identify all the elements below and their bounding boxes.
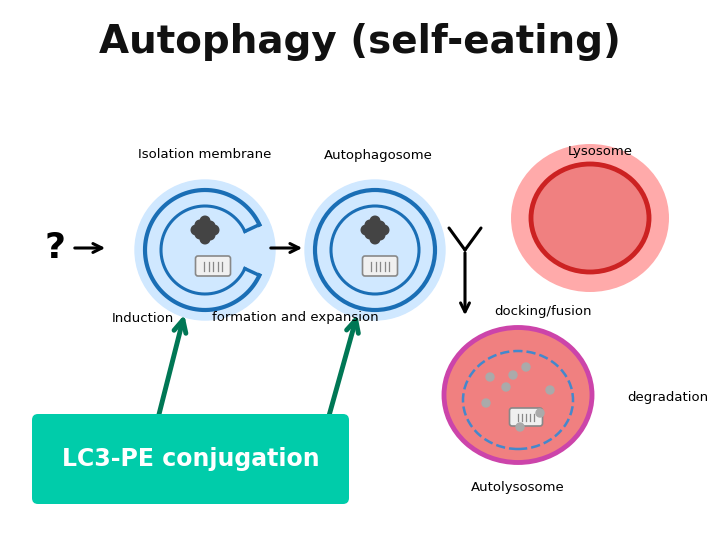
Circle shape [370,216,380,226]
Circle shape [305,180,445,320]
Text: Induction: Induction [112,312,174,325]
Circle shape [502,383,510,391]
Circle shape [210,225,219,235]
Circle shape [195,220,204,230]
Circle shape [200,216,210,226]
Circle shape [375,221,384,231]
FancyBboxPatch shape [510,408,542,426]
Circle shape [200,225,210,235]
Circle shape [205,221,215,231]
Text: ?: ? [45,231,66,265]
Text: Autophagy (self-eating): Autophagy (self-eating) [99,23,621,61]
Circle shape [516,423,524,431]
Circle shape [522,363,530,371]
Circle shape [375,230,384,240]
Circle shape [379,225,389,235]
Text: Autolysosome: Autolysosome [471,482,565,495]
Text: Autophagosome: Autophagosome [323,148,433,161]
FancyBboxPatch shape [362,256,397,276]
Circle shape [365,229,375,239]
Circle shape [370,225,380,235]
Ellipse shape [444,327,592,462]
Circle shape [195,229,204,239]
Circle shape [486,373,494,381]
Circle shape [135,180,275,320]
FancyBboxPatch shape [196,256,230,276]
FancyBboxPatch shape [32,414,349,504]
Ellipse shape [531,164,649,272]
Circle shape [200,234,210,244]
Text: docking/fusion: docking/fusion [494,306,592,319]
Text: degradation: degradation [627,392,708,404]
Circle shape [205,230,215,240]
Circle shape [370,234,380,244]
Circle shape [546,386,554,394]
Text: formation and expansion: formation and expansion [212,312,378,325]
Ellipse shape [511,144,669,292]
Text: Lysosome: Lysosome [567,145,632,159]
Text: LC3-PE conjugation: LC3-PE conjugation [62,447,319,471]
Circle shape [365,220,375,230]
Circle shape [192,225,201,235]
Text: Isolation membrane: Isolation membrane [138,148,271,161]
Circle shape [536,409,544,417]
Circle shape [482,399,490,407]
Circle shape [509,371,517,379]
Circle shape [361,225,371,235]
